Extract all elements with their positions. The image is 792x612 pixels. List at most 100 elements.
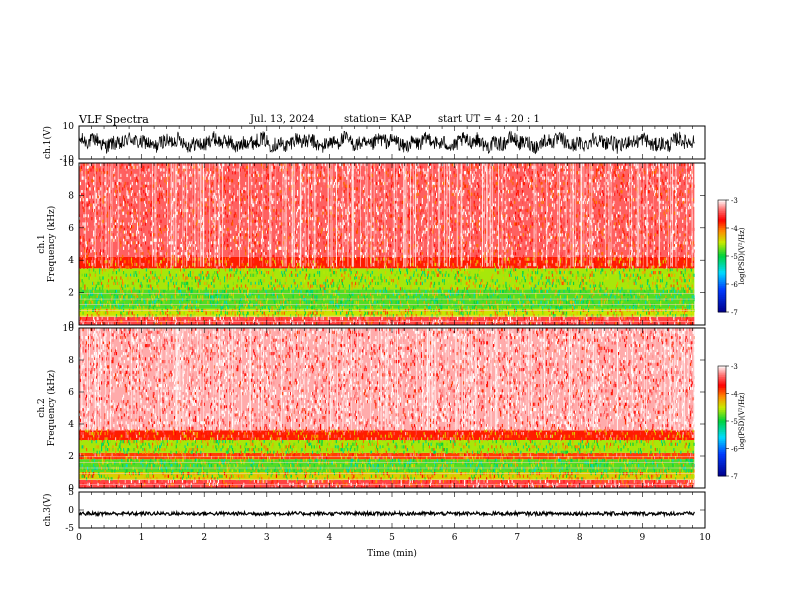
spectrogram-cell: [253, 254, 255, 259]
spectrogram-cell: [122, 287, 124, 291]
spectrogram-cell: [115, 289, 118, 294]
spectrogram-cell: [213, 316, 215, 321]
spectrogram-cell: [253, 311, 255, 315]
spectrogram-cell: [305, 214, 307, 218]
spectrogram-cell: [341, 244, 343, 248]
spectrogram-cell: [309, 214, 311, 218]
spectrogram-cell: [150, 241, 152, 245]
spectrogram-cell: [323, 227, 325, 232]
spectrogram-cell: [106, 303, 108, 307]
spectrogram-cell: [239, 190, 242, 194]
spectrogram-cell: [276, 192, 278, 196]
spectrogram-cell: [302, 179, 304, 183]
spectrogram-cell: [115, 260, 117, 264]
spectrogram-cell: [226, 227, 228, 232]
spectrogram-cell: [154, 273, 156, 277]
spectrogram-cell: [325, 244, 327, 248]
spectrogram-cell: [237, 311, 239, 315]
spectrogram-cell: [99, 195, 101, 199]
spectrogram-cell: [224, 319, 226, 323]
spectrogram-cell: [83, 227, 85, 232]
spectrogram-cell: [106, 190, 108, 194]
spectrogram-cell: [288, 176, 290, 180]
spectrogram-cell: [103, 319, 105, 323]
spectrogram-cell: [123, 227, 125, 232]
spectrogram-cell: [335, 311, 337, 315]
spectrogram-cell: [100, 249, 102, 253]
spectrogram-cell: [297, 244, 299, 248]
spectrogram-cell: [109, 203, 111, 207]
spectrogram-cell: [378, 265, 380, 269]
spectrogram-cell: [114, 292, 116, 296]
spectrogram-cell: [216, 292, 218, 296]
spectrogram-cell: [209, 279, 211, 283]
spectrogram-cell: [380, 281, 382, 286]
spectrogram-cell: [236, 268, 238, 272]
spectrogram-cell: [196, 276, 198, 280]
spectrogram-cell: [198, 195, 200, 199]
spectrogram-cell: [182, 262, 184, 267]
spectrogram-cell: [310, 246, 312, 250]
spectrogram-cell: [357, 171, 359, 175]
spectrogram-cell: [337, 217, 339, 221]
spectrogram-cell: [331, 300, 333, 304]
spectrogram-cell: [282, 241, 285, 245]
spectrogram-cell: [220, 292, 222, 296]
spectrogram-cell: [230, 273, 232, 277]
spectrogram-cell: [100, 252, 102, 256]
spectrogram-cell: [292, 206, 294, 210]
spectrogram-cell: [290, 289, 292, 294]
spectrogram-cell: [311, 208, 313, 213]
spectrogram-cell: [224, 260, 227, 264]
spectrogram-cell: [228, 319, 230, 323]
spectrogram-cell: [208, 219, 210, 223]
spectrogram-cell: [314, 171, 316, 175]
spectrogram-cell: [189, 314, 191, 318]
spectrogram-cell: [135, 179, 137, 183]
spectrogram-cell: [237, 192, 239, 196]
spectrogram-cell: [139, 306, 141, 310]
spectrogram-cell: [239, 244, 242, 248]
spectrogram-cell: [329, 303, 331, 307]
spectrogram-cell: [280, 225, 282, 229]
spectrogram-cell: [288, 181, 290, 186]
spectrogram-cell: [126, 311, 128, 315]
spectrogram-cell: [254, 273, 256, 277]
spectrogram-cell: [386, 241, 388, 245]
spectrogram-cell: [299, 303, 301, 307]
spectrogram-cell: [121, 284, 123, 288]
spectrogram-cell: [343, 190, 345, 194]
spectrogram-cell: [130, 300, 133, 304]
spectrogram-cell: [322, 316, 324, 321]
spectrogram-cell: [326, 211, 328, 215]
spectrogram-cell: [290, 206, 293, 210]
spectrogram-cell: [377, 276, 380, 280]
spectrogram-cell: [278, 246, 280, 250]
spectrogram-cell: [258, 249, 260, 253]
spectrogram-cell: [128, 252, 130, 256]
spectrogram-cell: [261, 181, 263, 186]
spectrogram-cell: [278, 168, 280, 172]
spectrogram-cell: [167, 200, 169, 205]
spectrogram-cell: [240, 246, 242, 250]
spectrogram-cell: [100, 181, 102, 186]
spectrogram-cell: [386, 238, 388, 242]
spectrogram-cell: [330, 281, 332, 286]
spectrogram-cell: [115, 217, 118, 221]
spectrogram-cell: [257, 208, 259, 213]
spectrogram-cell: [180, 254, 182, 259]
spectrogram-cell: [323, 176, 325, 180]
spectrogram-cell: [333, 192, 336, 196]
spectrogram-cell: [120, 244, 122, 248]
spectrogram-cell: [131, 198, 133, 202]
spectrogram-cell: [130, 165, 133, 169]
spectrogram-cell: [231, 311, 233, 315]
spectrogram-cell: [213, 252, 215, 256]
spectrogram-cell: [348, 311, 351, 315]
spectrogram-cell: [390, 235, 392, 240]
spectrogram-cell: [283, 271, 285, 275]
spectrogram-cell: [385, 249, 387, 253]
spectrogram-cell: [363, 281, 365, 286]
spectrogram-cell: [107, 289, 109, 294]
spectrogram-cell: [310, 260, 312, 264]
